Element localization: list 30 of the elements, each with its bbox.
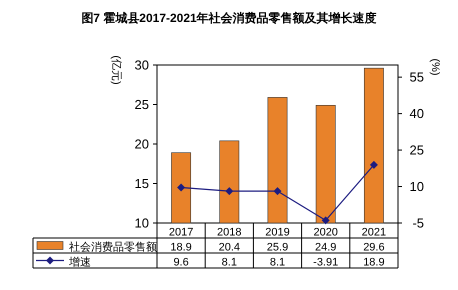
y-tick-label: 10 xyxy=(134,216,149,231)
y2-tick-label: 40 xyxy=(410,106,424,122)
chart-title: 图7 霍城县2017-2021年社会消费品零售额及其增长速度 xyxy=(81,11,377,25)
y-tick-label: 25 xyxy=(134,97,149,112)
x-tick-label: 2018 xyxy=(217,226,242,238)
data-label: 20.4 xyxy=(218,241,240,254)
data-label: 24.9 xyxy=(314,241,336,254)
data-label: 18.9 xyxy=(363,256,385,268)
legend-label: 增速 xyxy=(68,255,91,268)
y2-tick-label: -5 xyxy=(412,216,424,231)
data-label: 25.9 xyxy=(266,241,288,254)
data-label: 29.6 xyxy=(363,241,385,254)
data-label: 8.1 xyxy=(270,256,286,268)
x-tick-label: 2019 xyxy=(265,226,290,238)
data-label: 18.9 xyxy=(170,241,192,254)
x-tick-label: 2017 xyxy=(168,226,194,238)
y2-axis-title: (%) xyxy=(429,58,441,76)
y-tick-label: 15 xyxy=(134,176,149,192)
y-tick-label: 20 xyxy=(134,136,149,152)
y2-tick-label: 55 xyxy=(410,70,424,85)
x-tick-label: 2020 xyxy=(313,226,338,238)
data-label: 9.6 xyxy=(173,256,189,268)
y2-tick-label: 10 xyxy=(410,179,424,194)
y2-tick-label: 25 xyxy=(410,142,424,158)
y-tick-label: 30 xyxy=(134,58,149,73)
x-tick-label: 2021 xyxy=(362,226,386,238)
data-label: 8.1 xyxy=(222,256,237,268)
data-label: -3.91 xyxy=(313,256,338,268)
y-axis-title: (亿元) xyxy=(110,55,122,85)
legend-label: 社会消费品零售额 xyxy=(69,240,157,254)
